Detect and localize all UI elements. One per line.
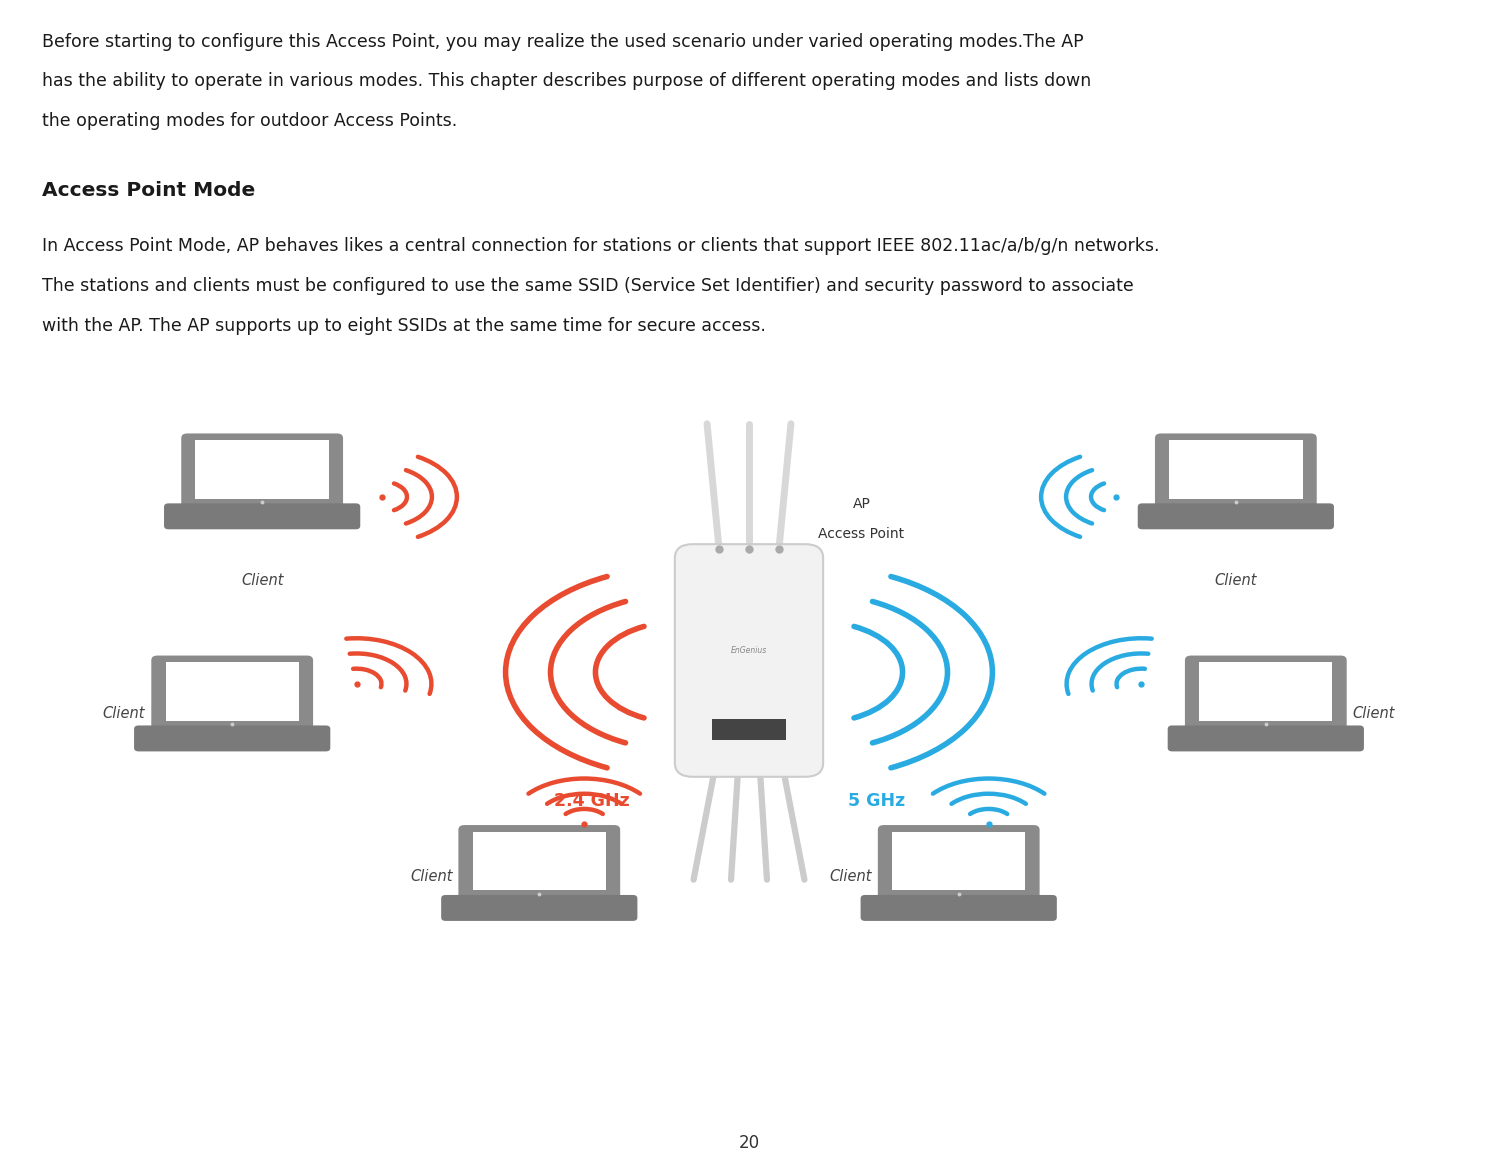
FancyBboxPatch shape (1185, 656, 1347, 731)
FancyBboxPatch shape (135, 726, 330, 752)
Text: Before starting to configure this Access Point, you may realize the used scenari: Before starting to configure this Access… (42, 33, 1083, 50)
FancyBboxPatch shape (458, 825, 620, 900)
FancyBboxPatch shape (730, 719, 750, 740)
FancyBboxPatch shape (1155, 434, 1317, 509)
FancyBboxPatch shape (891, 831, 1025, 891)
FancyBboxPatch shape (1168, 726, 1363, 752)
Text: has the ability to operate in various modes. This chapter describes purpose of d: has the ability to operate in various mo… (42, 72, 1091, 90)
Text: Client: Client (103, 706, 145, 720)
FancyBboxPatch shape (748, 719, 768, 740)
FancyBboxPatch shape (184, 500, 340, 507)
FancyBboxPatch shape (1198, 662, 1332, 721)
FancyBboxPatch shape (151, 656, 313, 731)
FancyBboxPatch shape (881, 892, 1037, 899)
Text: EnGenius: EnGenius (731, 645, 767, 655)
Text: 2.4 GHz: 2.4 GHz (554, 793, 629, 810)
Text: Client: Client (241, 573, 283, 588)
FancyBboxPatch shape (860, 895, 1056, 921)
Text: Access Point: Access Point (818, 527, 905, 540)
Text: Client: Client (1353, 706, 1395, 720)
FancyBboxPatch shape (195, 440, 328, 499)
FancyBboxPatch shape (1188, 722, 1344, 729)
Text: AP: AP (852, 498, 870, 512)
FancyBboxPatch shape (674, 545, 824, 777)
FancyBboxPatch shape (461, 892, 617, 899)
FancyBboxPatch shape (440, 895, 638, 921)
FancyBboxPatch shape (878, 825, 1040, 900)
FancyBboxPatch shape (1158, 500, 1314, 507)
Text: Client: Client (830, 870, 872, 884)
FancyBboxPatch shape (1138, 504, 1333, 530)
Text: Client: Client (1215, 573, 1257, 588)
Text: In Access Point Mode, AP behaves likes a central connection for stations or clie: In Access Point Mode, AP behaves likes a… (42, 237, 1159, 255)
FancyBboxPatch shape (181, 434, 343, 509)
FancyBboxPatch shape (473, 831, 605, 891)
Text: 5 GHz: 5 GHz (848, 793, 905, 810)
FancyBboxPatch shape (712, 719, 733, 740)
FancyBboxPatch shape (765, 719, 786, 740)
FancyBboxPatch shape (1168, 440, 1302, 499)
Text: The stations and clients must be configured to use the same SSID (Service Set Id: The stations and clients must be configu… (42, 277, 1134, 295)
FancyBboxPatch shape (154, 722, 310, 729)
Text: the operating modes for outdoor Access Points.: the operating modes for outdoor Access P… (42, 112, 457, 130)
FancyBboxPatch shape (163, 504, 360, 530)
Text: with the AP. The AP supports up to eight SSIDs at the same time for secure acces: with the AP. The AP supports up to eight… (42, 317, 765, 334)
FancyBboxPatch shape (165, 662, 298, 721)
Text: Access Point Mode: Access Point Mode (42, 181, 255, 200)
Text: 20: 20 (739, 1134, 759, 1153)
Text: Client: Client (410, 870, 452, 884)
